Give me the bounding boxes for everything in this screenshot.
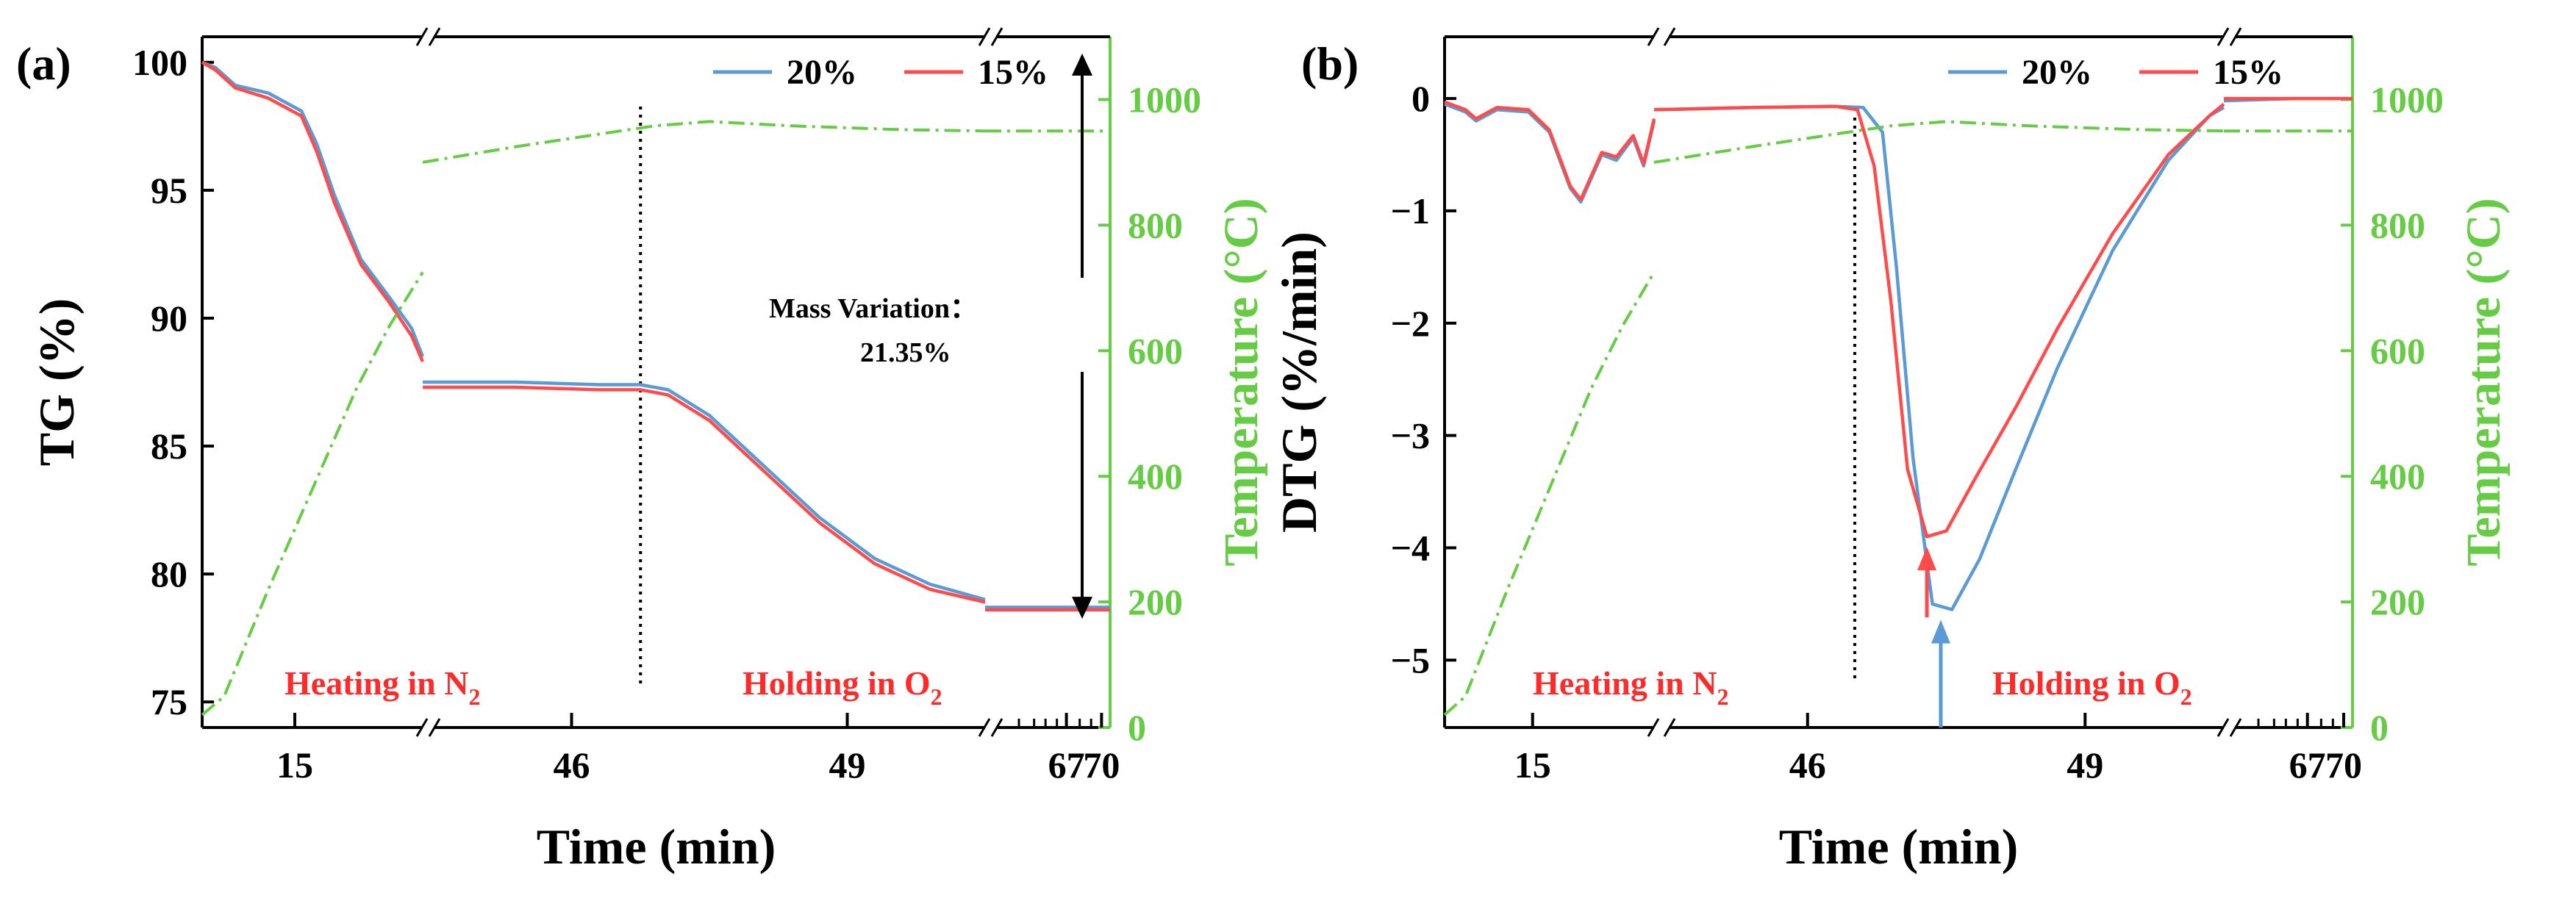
right-tick-label: 1000	[1128, 79, 1201, 120]
series-line-15pct	[423, 385, 986, 604]
left-tick-label: −4	[1391, 527, 1431, 568]
chart-panel-b: −5 −4 −3 −2 −1 0 0 200 400 600 800 1000 15 46 49 67 70 Ti…	[1271, 27, 2511, 874]
left-tick-label: −3	[1391, 415, 1431, 456]
axis-break-mark	[990, 718, 1003, 737]
holding-label-subscript: 2	[931, 683, 942, 710]
x-tick-label: 46	[1789, 744, 1826, 786]
right-tick-label: 0	[1128, 707, 1146, 748]
heating-label: Heating in N2	[1533, 664, 1728, 710]
right-tick-label: 400	[1128, 456, 1183, 497]
axis-break-mark	[428, 718, 441, 737]
left-tick-label: 100	[132, 42, 187, 83]
right-tick-label: 200	[2370, 581, 2425, 622]
series-line-15pct	[1444, 100, 1656, 201]
heating-label-subscript: 2	[468, 683, 480, 710]
left-axis-label: DTG (%/min)	[1271, 231, 1327, 533]
left-tick-label: −2	[1391, 303, 1431, 344]
right-axis-label: Temperature (°C)	[1214, 198, 1268, 566]
axis-break-mark	[415, 27, 429, 46]
axis-break-mark	[2217, 27, 2230, 46]
left-tick-label: 80	[151, 553, 187, 595]
series-line-temperature	[201, 271, 424, 716]
panel-label: (b)	[1301, 37, 1359, 90]
peak-arrow-15pct-head	[1917, 547, 1937, 571]
legend-label: 15%	[2213, 53, 2283, 92]
axis-break-mark	[1663, 718, 1676, 737]
holding-label-main: Holding in O	[743, 664, 931, 702]
x-axis-label: Time (min)	[537, 819, 776, 874]
heating-label: Heating in N2	[285, 664, 480, 710]
series-line-20pct	[423, 380, 986, 602]
x-tick-label: 49	[829, 744, 866, 786]
series-line-temperature	[422, 120, 986, 164]
right-tick-label: 600	[2370, 330, 2425, 371]
axis-break-mark	[978, 27, 991, 46]
axis-break-mark	[990, 27, 1003, 46]
right-axis-label: Temperature (°C)	[2457, 198, 2511, 566]
x-tick-label: 67	[2289, 744, 2326, 786]
axis-break-mark	[2229, 718, 2242, 737]
mass-variation-label: Mass Variation：	[769, 293, 978, 324]
x-tick-label: 70	[1083, 744, 1120, 786]
axis-break-mark	[1663, 27, 1676, 46]
x-tick-label: 15	[276, 744, 313, 786]
x-tick-label: 46	[554, 744, 590, 786]
panel-label: (a)	[16, 37, 71, 90]
right-tick-label: 800	[1128, 204, 1183, 245]
holding-label-main: Holding in O	[1992, 664, 2180, 702]
axis-break-mark	[978, 718, 991, 737]
right-tick-label: 1000	[2370, 79, 2444, 120]
x-tick-label: 67	[1048, 744, 1085, 786]
holding-label-subscript: 2	[2180, 683, 2192, 710]
left-tick-label: 85	[151, 425, 187, 467]
left-tick-label: −5	[1391, 639, 1431, 680]
axis-break-mark	[2229, 27, 2242, 46]
left-tick-label: −1	[1391, 190, 1431, 231]
heating-label-subscript: 2	[1717, 683, 1728, 710]
series-line-temperature	[1443, 271, 1656, 716]
legend-label: 20%	[787, 53, 857, 92]
left-tick-label: 75	[151, 681, 187, 722]
mass-variation-arrowhead-top	[1072, 53, 1092, 76]
heating-label-main: Heating in N	[1533, 664, 1717, 702]
right-tick-label: 800	[2370, 204, 2425, 245]
left-axis-label: TG (%)	[29, 298, 85, 467]
right-tick-label: 0	[2370, 707, 2389, 748]
mass-variation-label-gap	[1075, 278, 1090, 372]
holding-label: Holding in O2	[1992, 664, 2192, 710]
legend-label: 20%	[2022, 53, 2092, 92]
left-tick-label: 90	[151, 298, 187, 339]
axis-break-mark	[1647, 27, 1660, 46]
mass-variation-arrowhead-bottom	[1072, 597, 1092, 619]
left-tick-label: 0	[1412, 78, 1430, 119]
series-line-20pct	[201, 60, 425, 358]
axis-break-mark	[1647, 718, 1660, 737]
peak-arrow-20pct-head	[1931, 619, 1950, 644]
right-tick-label: 200	[1128, 581, 1183, 622]
axis-break-mark	[415, 718, 429, 737]
holding-label: Holding in O2	[743, 664, 942, 710]
right-tick-label: 400	[2370, 456, 2425, 497]
x-tick-label: 70	[2325, 744, 2362, 786]
right-tick-label: 600	[1128, 330, 1183, 371]
mass-variation-value: 21.35%	[860, 337, 951, 368]
series-line-15pct	[1653, 102, 2225, 539]
series-line-15pct	[201, 60, 425, 362]
left-tick-label: 95	[151, 170, 187, 211]
legend-label: 15%	[978, 53, 1048, 92]
heating-label-main: Heating in N	[285, 664, 468, 702]
x-axis-label: Time (min)	[1779, 819, 2019, 874]
x-tick-label: 15	[1514, 744, 1551, 786]
axis-break-mark	[428, 27, 441, 46]
axis-break-mark	[2217, 718, 2230, 737]
x-tick-label: 49	[2067, 744, 2103, 786]
series-line-temperature	[1653, 120, 2225, 164]
